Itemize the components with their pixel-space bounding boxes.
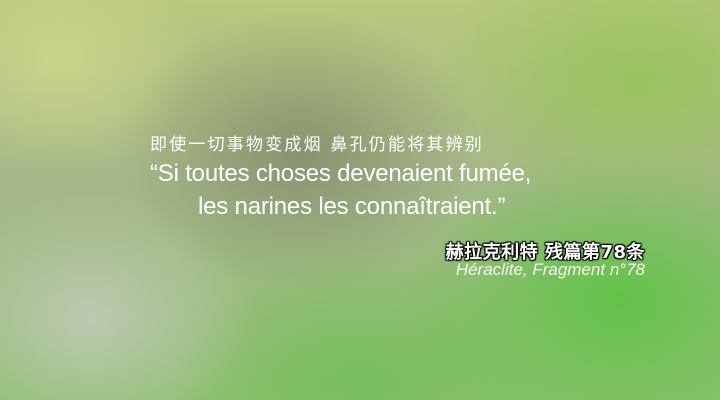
chinese-attribution: 赫拉克利特 残篇第78条	[445, 242, 645, 263]
french-quote-line-1: “Si toutes choses devenaient fumée,	[150, 160, 532, 187]
french-attribution: Héraclite, Fragment n°78	[455, 260, 645, 279]
chinese-quote-text: 即使一切事物变成烟 鼻孔仍能将其辨别	[150, 135, 485, 155]
french-quote-line-2: les narines les connaîtraient.”	[198, 193, 506, 220]
